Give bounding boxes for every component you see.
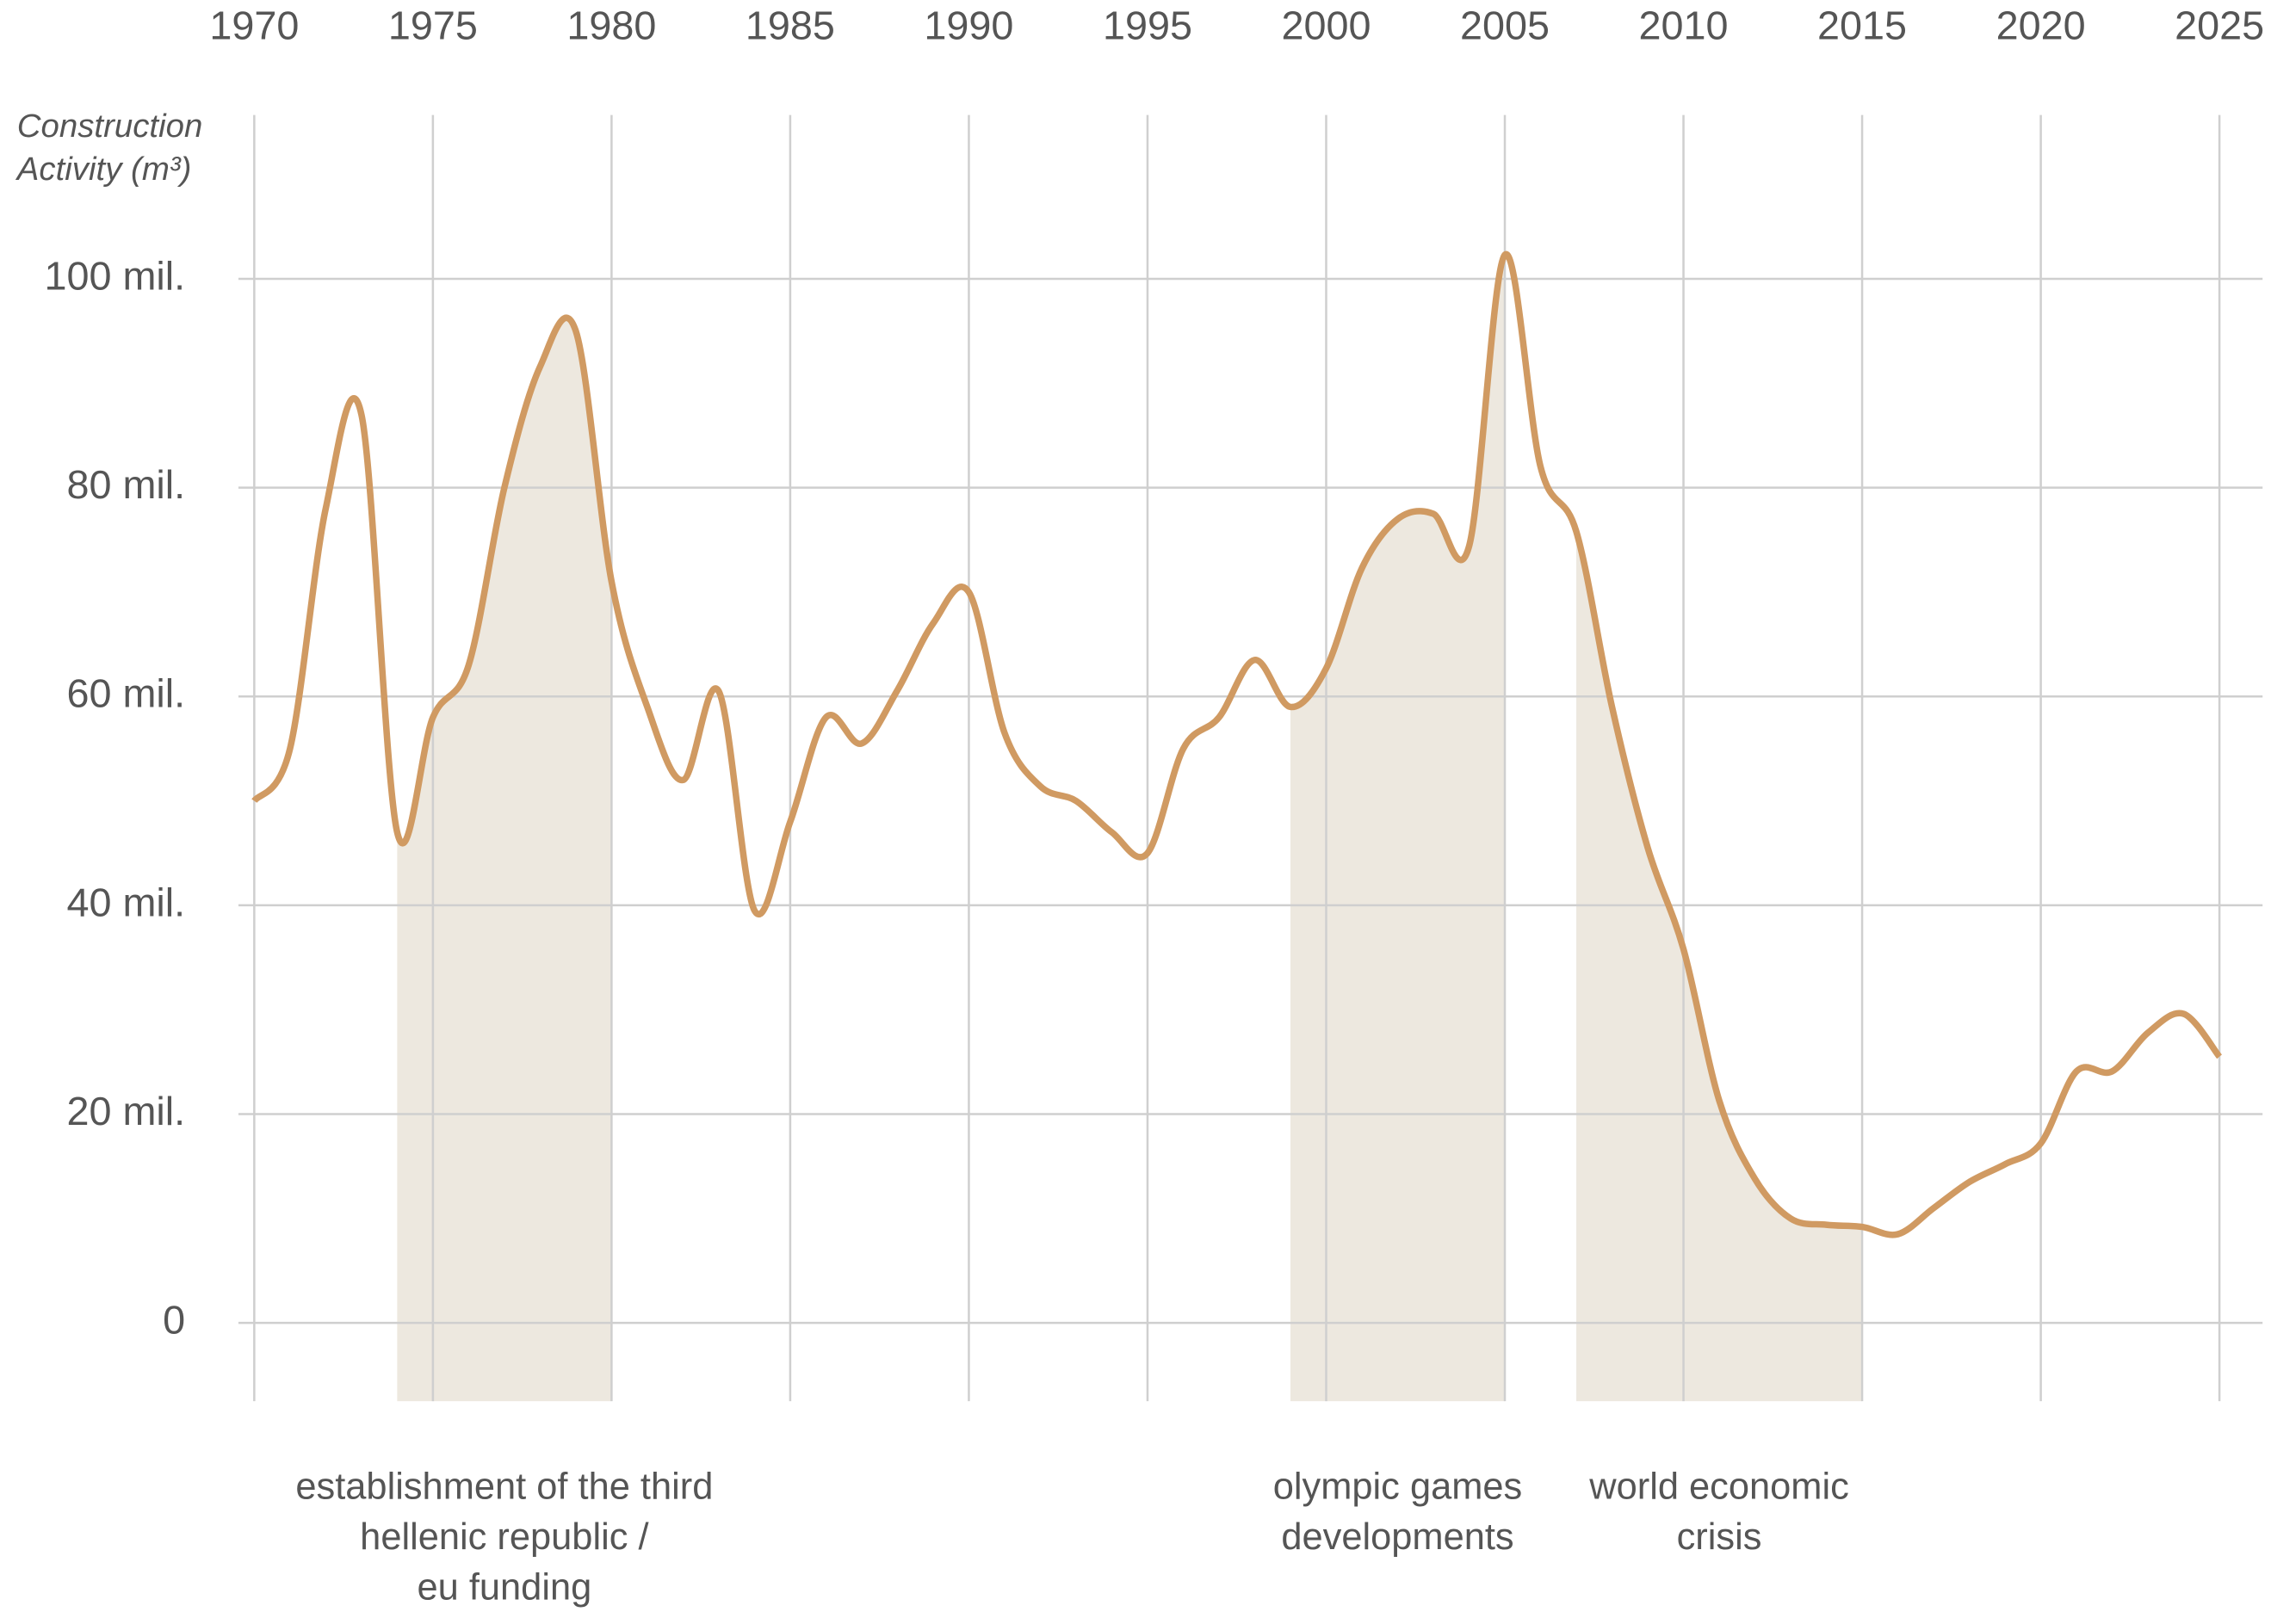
x-tick-label: 2005: [1460, 3, 1550, 48]
data-line: [251, 250, 2223, 1238]
y-tick-label: 100 mil.: [44, 253, 185, 298]
y-tick-label: 0: [163, 1298, 185, 1343]
x-tick-label: 2020: [1996, 3, 2086, 48]
annotation-label: olympic games: [1273, 1466, 1522, 1507]
x-tick-label: 2025: [2175, 3, 2264, 48]
shaded-period: [1576, 531, 1863, 1402]
x-tick-label: 1990: [924, 3, 1013, 48]
annotation-label: crisis: [1677, 1516, 1762, 1558]
y-tick-label: 20 mil.: [66, 1089, 185, 1133]
y-axis-title: Activity (m³): [15, 151, 192, 188]
x-tick-label: 1970: [209, 3, 299, 48]
y-tick-label: 80 mil.: [66, 462, 185, 507]
x-tick-label: 2010: [1639, 3, 1729, 48]
annotation-label: world economic: [1588, 1466, 1849, 1507]
x-tick-label: 2000: [1281, 3, 1371, 48]
annotation-label: establishment of the third: [295, 1466, 713, 1507]
y-axis-title: Construction: [17, 108, 203, 145]
shaded-period: [397, 318, 612, 1402]
x-tick-label: 1985: [746, 3, 835, 48]
y-tick-label: 40 mil.: [66, 880, 185, 924]
annotation-label: hellenic republic /: [360, 1516, 649, 1558]
y-tick-label: 60 mil.: [66, 671, 185, 716]
annotation-label: eu funding: [418, 1566, 592, 1608]
x-tick-label: 1995: [1103, 3, 1192, 48]
annotation-label: developments: [1281, 1516, 1513, 1558]
x-tick-label: 1975: [388, 3, 478, 48]
x-tick-label: 1980: [566, 3, 656, 48]
shaded-period: [1290, 255, 1506, 1402]
x-tick-label: 2015: [1817, 3, 1907, 48]
